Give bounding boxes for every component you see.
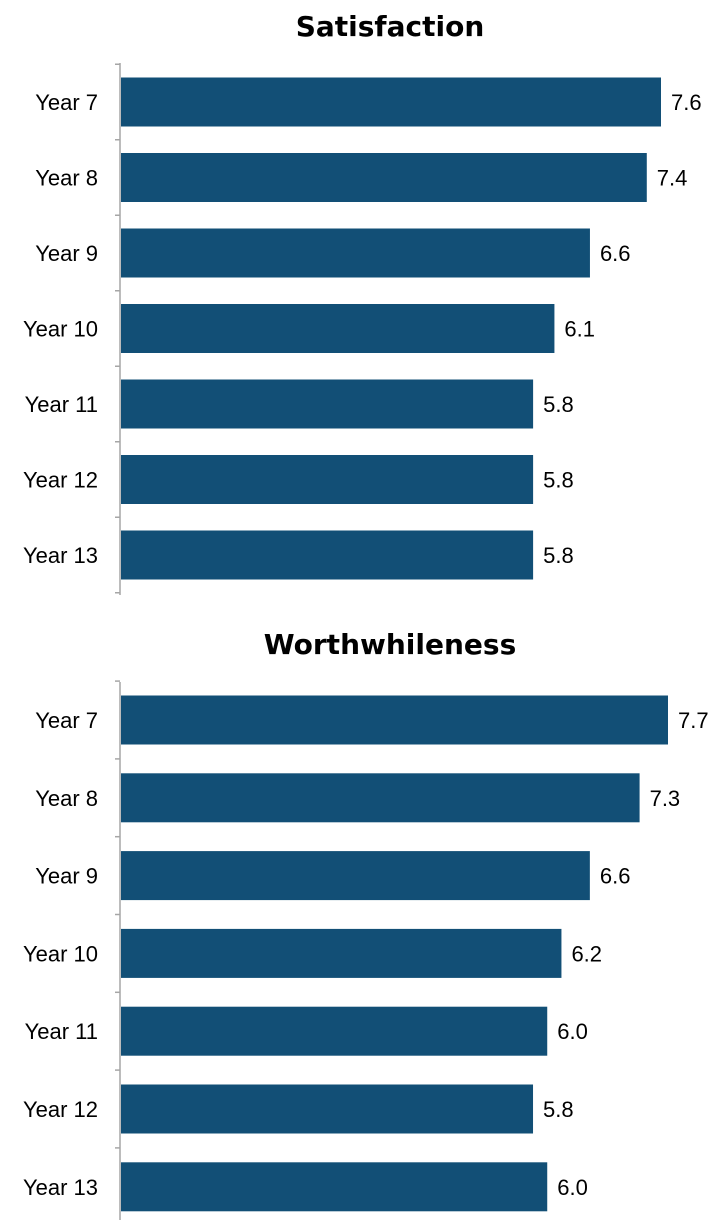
bar [121,304,555,353]
worthwhileness-plot: Year 7 7.7 Year 8 7.3 Year 9 6.6 Year 10 6.2 Yea… [23,680,709,1220]
satisfaction-chart: Satisfaction Year 7 7.6 Year 8 7.4 Year 9 6.6… [0,0,710,600]
category-tick-label: Year 7 [35,90,98,115]
data-label: 5.8 [543,392,574,417]
data-label: 7.4 [657,166,688,191]
category-tick-label: Year 10 [23,317,98,342]
data-label: 6.6 [600,241,631,266]
bar [121,379,534,429]
category-tick-label: Year 9 [35,241,98,266]
bar [121,773,640,823]
chart-title: Satisfaction [295,10,485,43]
bar [121,851,590,901]
category-tick-label: Year 13 [23,1175,98,1200]
worthwhileness-chart: Worthwhileness Year 7 7.7 Year 8 7.3 Year 9 6… [0,615,710,1220]
chart-title: Worthwhileness [263,628,517,661]
data-label: 6.0 [557,1019,588,1044]
category-tick-label: Year 11 [25,1019,98,1044]
data-label: 5.8 [543,1097,574,1122]
bar [121,228,590,278]
bar [121,695,668,745]
category-tick-label: Year 12 [23,1097,98,1122]
category-tick-label: Year 9 [35,864,98,889]
data-label: 6.2 [571,941,602,966]
bar [121,153,647,202]
data-label: 6.6 [600,864,631,889]
bar [121,928,562,978]
data-label: 7.3 [650,786,681,811]
data-label: 6.0 [557,1175,588,1200]
bar [121,1162,548,1212]
category-tick-label: Year 10 [23,941,98,966]
data-label: 5.8 [543,543,574,568]
bar [121,530,534,580]
category-tick-label: Year 8 [35,786,98,811]
category-tick-label: Year 11 [25,392,98,417]
category-tick-label: Year 13 [23,543,98,568]
category-tick-label: Year 7 [35,708,98,733]
bar [121,1006,548,1056]
bar [121,455,534,504]
data-label: 6.1 [564,317,595,342]
data-label: 7.7 [678,708,709,733]
data-label: 5.8 [543,468,574,493]
data-label: 7.6 [671,90,702,115]
bar [121,1084,534,1134]
category-tick-label: Year 12 [23,468,98,493]
category-tick-label: Year 8 [35,166,98,191]
satisfaction-plot: Year 7 7.6 Year 8 7.4 Year 9 6.6 Year 10 6.1 Yea… [23,63,702,595]
bar [121,77,661,127]
